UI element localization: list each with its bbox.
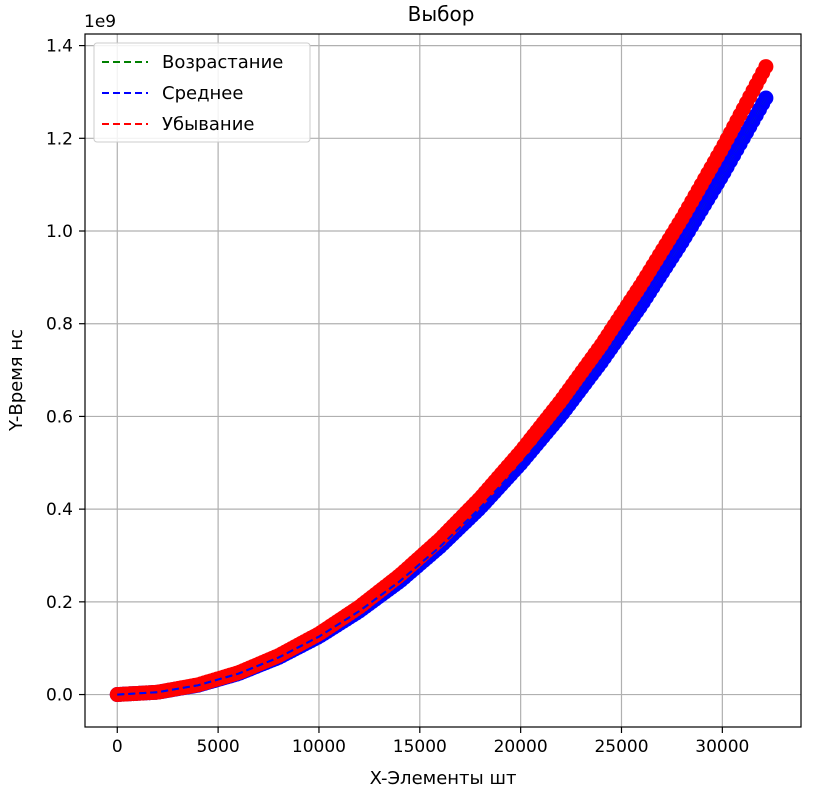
- series-average-point: [758, 90, 774, 106]
- x-tick-label: 0: [112, 737, 123, 757]
- x-axis-label: X-Элементы шт: [370, 768, 517, 789]
- legend-label-increasing: Возрастание: [162, 52, 283, 73]
- plot-frame: [84, 33, 802, 728]
- series-average-line: [117, 96, 768, 696]
- y-offset-label: 1e9: [84, 12, 116, 32]
- y-tick-label: 1.2: [46, 129, 73, 149]
- legend-box: [93, 42, 311, 143]
- chart-title: Выбор: [408, 2, 475, 26]
- y-axis-label: Y-Время нс: [6, 329, 27, 432]
- x-tick-label: 30000: [695, 737, 749, 757]
- x-tick-label: 5000: [196, 737, 239, 757]
- y-tick-label: 1.4: [46, 37, 73, 57]
- x-tick-label: 15000: [393, 737, 447, 757]
- y-tick-label: 0.2: [46, 593, 73, 613]
- series-group: [109, 59, 774, 703]
- y-tick-label: 0.4: [46, 500, 73, 520]
- plot-series: [109, 59, 774, 703]
- legend: Возрастание Среднее Убывание: [93, 42, 311, 143]
- x-axis-ticks: 0 5000 10000 15000 20000 25000 30000: [112, 727, 749, 757]
- x-tick-label: 10000: [292, 737, 346, 757]
- series-decreasing-line: [117, 64, 768, 696]
- y-tick-label: 0.6: [46, 407, 73, 427]
- x-tick-label: 20000: [494, 737, 548, 757]
- x-tick-label: 25000: [594, 737, 648, 757]
- grid: [85, 34, 801, 727]
- y-tick-label: 0.0: [46, 686, 73, 706]
- series-decreasing-point: [758, 59, 774, 75]
- y-tick-label: 1.0: [46, 222, 73, 242]
- y-axis-ticks: 0.0 0.2 0.4 0.6 0.8 1.0 1.2 1.4: [46, 37, 85, 706]
- legend-label-average: Среднее: [162, 83, 243, 104]
- y-tick-label: 0.8: [46, 315, 73, 335]
- legend-label-decreasing: Убывание: [162, 114, 254, 135]
